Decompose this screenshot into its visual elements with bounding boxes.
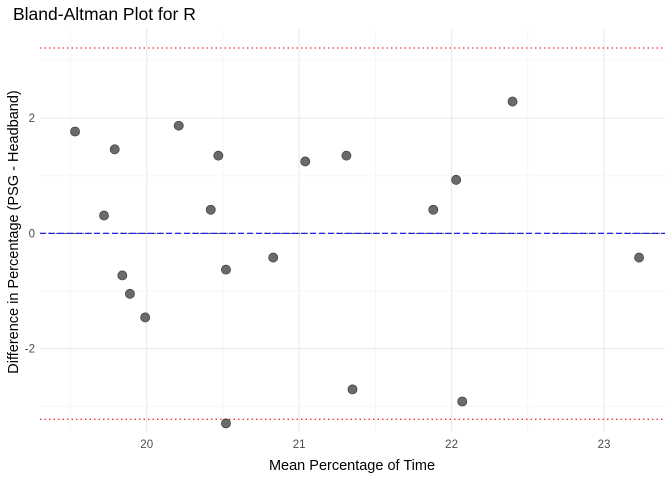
- x-tick-label: 20: [140, 439, 153, 451]
- data-point: [221, 264, 231, 275]
- data-point: [457, 396, 468, 407]
- data-points: [70, 96, 644, 429]
- x-axis-title: Mean Percentage of Time: [269, 458, 435, 474]
- data-point: [347, 384, 358, 395]
- data-point: [140, 312, 151, 323]
- data-point: [205, 204, 216, 215]
- x-tick-label: 23: [598, 439, 611, 451]
- data-point: [428, 204, 439, 215]
- minor-gridlines: [40, 29, 665, 432]
- data-point: [341, 150, 352, 161]
- data-point: [451, 174, 462, 185]
- data-point: [99, 210, 109, 221]
- y-tick-label: 0: [29, 228, 35, 240]
- data-point: [268, 252, 279, 263]
- data-point: [173, 120, 184, 131]
- data-point: [117, 270, 128, 281]
- data-point: [507, 96, 518, 107]
- y-tick-label: 2: [29, 113, 35, 125]
- data-point: [125, 288, 135, 299]
- major-gridlines: [40, 29, 665, 432]
- data-point: [213, 150, 224, 161]
- data-point: [70, 126, 80, 137]
- chart-title: Bland-Altman Plot for R: [13, 4, 196, 24]
- x-tick-label: 22: [445, 439, 458, 451]
- data-point: [300, 156, 311, 167]
- data-point: [109, 144, 120, 155]
- x-tick-label: 21: [293, 439, 306, 451]
- y-axis-tick-labels: -2 0 2: [25, 113, 35, 355]
- x-axis-tick-labels: 20 21 22 23: [140, 439, 610, 451]
- reference-lines: [40, 47, 665, 420]
- data-point: [221, 418, 231, 429]
- data-point: [634, 252, 644, 263]
- y-tick-label: -2: [25, 344, 35, 356]
- y-axis-title: Difference in Percentage (PSG - Headband…: [6, 90, 22, 373]
